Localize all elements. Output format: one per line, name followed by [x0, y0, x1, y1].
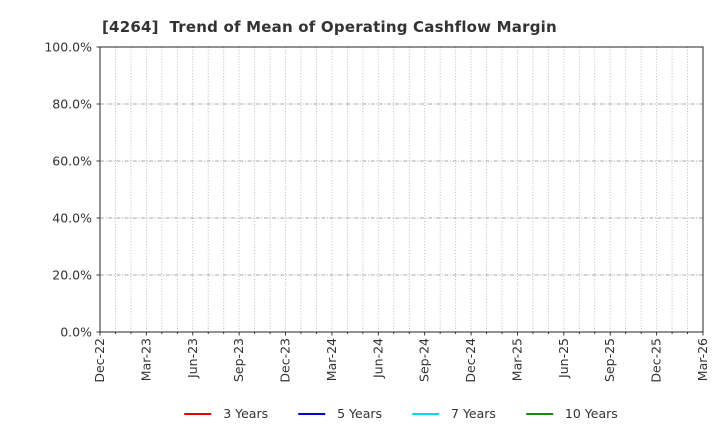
y-tick-label: 20.0% [52, 268, 92, 283]
x-tick-label: Mar-26 [695, 338, 710, 381]
legend-line-swatch [412, 412, 440, 415]
chart-title: [4264] Trend of Mean of Operating Cashfl… [102, 18, 557, 36]
x-tick-label: Dec-25 [649, 338, 664, 383]
legend-label: 3 Years [223, 406, 269, 421]
legend: 3 Years 5 Years 7 Years 10 Years [184, 406, 618, 421]
y-tick-label: 0.0% [60, 325, 92, 340]
legend-line-swatch [298, 412, 326, 415]
grid-horizontal [100, 103, 703, 276]
x-tick-label: Jun-23 [185, 338, 200, 379]
x-tick-label: Dec-22 [92, 338, 107, 383]
legend-item: 5 Years [298, 406, 382, 421]
x-tick-label: Mar-25 [509, 338, 524, 381]
y-tick-label: 60.0% [52, 154, 92, 169]
legend-label: 7 Years [451, 406, 496, 421]
legend-item: 10 Years [525, 406, 618, 421]
x-tick-label: Sep-25 [602, 338, 617, 382]
x-tick-label: Jun-24 [370, 338, 385, 379]
x-tick-label: Mar-24 [324, 338, 339, 381]
y-tick-label: 40.0% [52, 211, 92, 226]
legend-line-swatch [525, 412, 553, 415]
legend-label: 5 Years [337, 406, 383, 421]
legend-item: 7 Years [412, 406, 496, 421]
y-tick-label: 80.0% [52, 97, 92, 112]
x-axis-ticks [99, 332, 704, 336]
legend-item: 3 Years [184, 406, 268, 421]
x-tick-label: Jun-25 [556, 338, 571, 379]
x-tick-label: Mar-23 [138, 338, 153, 381]
x-tick-label: Sep-23 [231, 338, 246, 382]
x-tick-label: Dec-24 [463, 338, 478, 383]
x-tick-label: Sep-24 [417, 338, 432, 382]
x-tick-label: Dec-23 [278, 338, 293, 383]
x-axis-labels: Dec-22 Mar-23 Jun-23 Sep-23 Dec-23 Mar-24 Jun-… [92, 338, 710, 383]
grid-vertical [115, 47, 688, 332]
y-axis-ticks [96, 46, 100, 333]
legend-label: 10 Years [564, 406, 618, 421]
plot-border [99, 46, 704, 333]
y-axis-labels: 0.0% 20.0% 40.0% 60.0% 80.0% 100.0% [44, 40, 92, 340]
legend-line-swatch [184, 412, 212, 415]
y-tick-label: 100.0% [44, 40, 92, 55]
